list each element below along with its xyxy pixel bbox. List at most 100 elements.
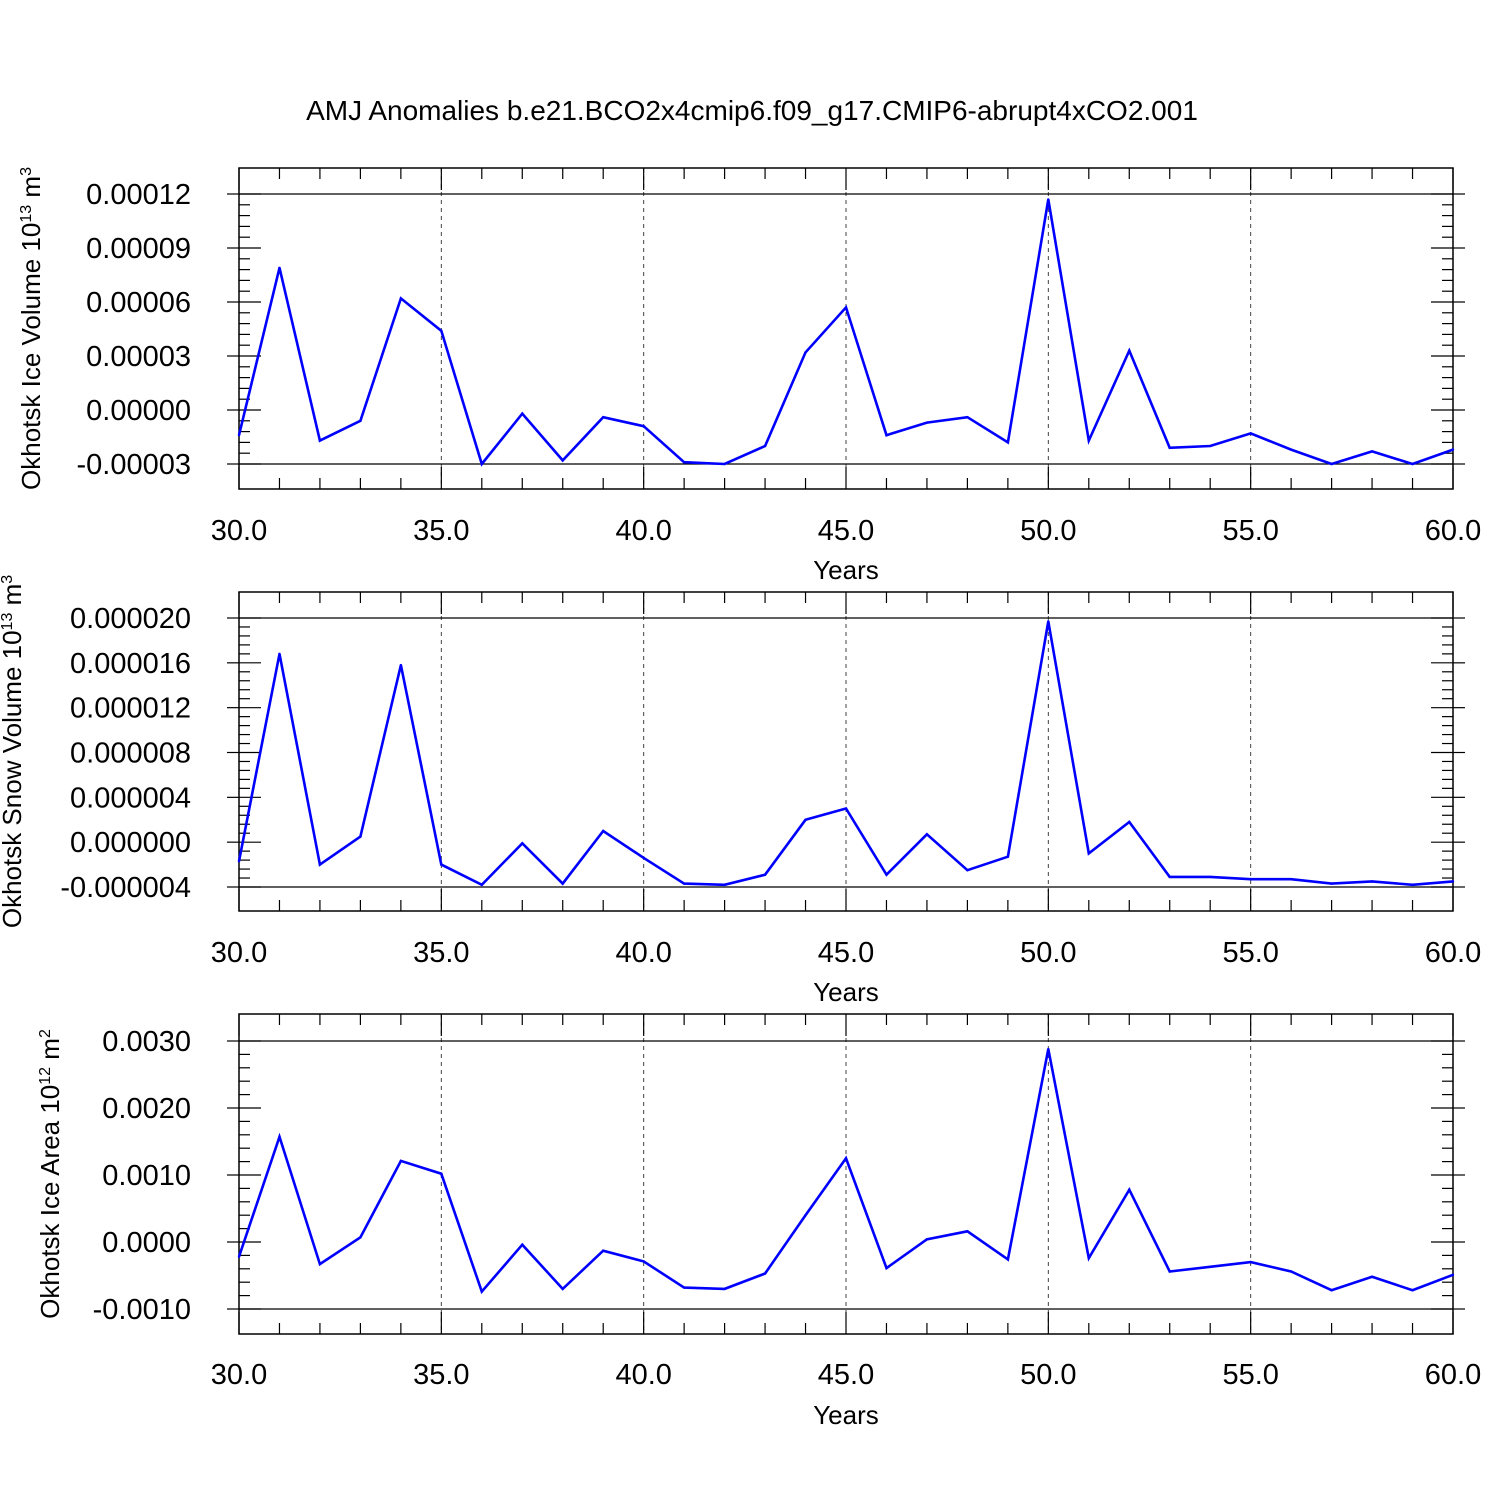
panels: -0.00003 0.00000 0.00003 0.00006 0.00009 0.00… [0, 167, 1481, 1430]
y-tick-label: 0.00012 [86, 179, 191, 211]
data-point [1168, 446, 1171, 449]
data-point [804, 818, 807, 821]
data-point [399, 663, 403, 667]
y-tick-label: -0.000004 [60, 872, 191, 904]
data-point [1330, 882, 1333, 885]
data-point [1047, 1047, 1050, 1051]
data-point [804, 351, 807, 354]
y-tick-label: 0.0030 [102, 1026, 191, 1058]
data-point [561, 882, 564, 885]
data-point [1087, 439, 1091, 442]
data-point [966, 416, 969, 419]
y-tick-label: 0.0000 [102, 1227, 191, 1259]
data-point [237, 434, 241, 437]
data-point [602, 1249, 605, 1252]
x-tick-label: 60.0 [1425, 515, 1481, 547]
y-tick-label: 0.000016 [70, 648, 191, 680]
data-point [1411, 883, 1414, 886]
data-point [1047, 198, 1050, 201]
data-point [359, 1236, 362, 1239]
y-tick-label: -0.0010 [93, 1294, 191, 1326]
data-point [1370, 1275, 1374, 1279]
data-point [1289, 448, 1293, 451]
x-tick-label: 55.0 [1222, 937, 1278, 969]
data-point [763, 1272, 767, 1275]
data-point [804, 1214, 807, 1217]
x-tick-label: 40.0 [615, 1359, 671, 1391]
data-point [1451, 880, 1455, 883]
data-point [440, 329, 443, 332]
data-point [1168, 875, 1171, 879]
y-axis-label: Okhotsk Ice Volume 1013 m3 [16, 167, 46, 490]
data-point [521, 842, 524, 845]
x-tick-label: 40.0 [615, 515, 671, 547]
x-tick-label: 40.0 [615, 937, 671, 969]
x-tick-label: 55.0 [1222, 515, 1278, 547]
data-point [1451, 1273, 1455, 1277]
data-point [925, 833, 929, 836]
data-point [440, 1172, 443, 1175]
x-axis-label: Years [813, 1400, 879, 1430]
x-tick-label: 45.0 [818, 937, 874, 969]
data-point [1249, 877, 1252, 881]
y-tick-label: 0.00003 [86, 341, 191, 373]
data-point [844, 1157, 848, 1160]
data-point [602, 829, 605, 833]
data-point [1209, 875, 1212, 879]
data-point [1289, 877, 1293, 881]
data-point [399, 297, 403, 300]
data-point [278, 1135, 281, 1139]
data-point [1209, 1265, 1212, 1268]
x-tick-label: 45.0 [818, 1359, 874, 1391]
figure-title: AMJ Anomalies b.e21.BCO2x4cmip6.f09_g17.… [306, 95, 1198, 126]
data-point [1370, 880, 1374, 883]
data-point [682, 1286, 686, 1289]
x-tick-label: 50.0 [1020, 1359, 1076, 1391]
data-point [521, 412, 524, 415]
data-point [1330, 462, 1333, 466]
data-point [1006, 441, 1010, 444]
y-axis-label: Okhotsk Snow Volume 1013 m3 [0, 575, 27, 928]
data-point [642, 425, 645, 428]
x-tick-label: 35.0 [413, 1359, 469, 1391]
data-point [844, 807, 848, 810]
data-point [763, 873, 767, 876]
data-point [844, 306, 848, 309]
x-tick-label: 55.0 [1222, 1359, 1278, 1391]
y-tick-label: 0.0020 [102, 1093, 191, 1125]
y-tick-label: 0.000012 [70, 693, 191, 725]
data-point [1411, 1289, 1414, 1292]
x-tick-label: 30.0 [211, 515, 267, 547]
panel-1: -0.00003 0.00000 0.00003 0.00006 0.00009 0.00… [16, 167, 1481, 585]
data-point [723, 462, 726, 466]
x-tick-label: 60.0 [1425, 937, 1481, 969]
data-point [642, 856, 645, 860]
y-tick-label: 0.00009 [86, 233, 191, 265]
data-point [318, 439, 322, 442]
data-point [561, 459, 564, 462]
data-point [359, 835, 362, 838]
data-point [1128, 820, 1131, 824]
data-point [561, 1287, 564, 1291]
data-point [278, 266, 281, 269]
data-point [925, 421, 929, 424]
y-tick-label: 0.0010 [102, 1160, 191, 1192]
data-point [1128, 349, 1131, 352]
data-point [723, 883, 726, 886]
data-point [399, 1159, 403, 1163]
data-point [480, 462, 483, 466]
x-tick-label: 35.0 [413, 515, 469, 547]
x-tick-label: 35.0 [413, 937, 469, 969]
x-tick-label: 30.0 [211, 1359, 267, 1391]
data-point [763, 444, 767, 448]
data-point [682, 882, 686, 885]
y-tick-label: -0.00003 [77, 449, 192, 481]
data-point [885, 434, 888, 437]
y-axis-label: Okhotsk Ice Area 1012 m2 [35, 1029, 65, 1319]
panel-2: -0.000004 0.000000 0.000004 0.000008 0.00001… [0, 575, 1481, 1007]
data-point [318, 863, 322, 866]
x-axis-label: Years [813, 555, 879, 585]
data-point [1087, 852, 1091, 855]
